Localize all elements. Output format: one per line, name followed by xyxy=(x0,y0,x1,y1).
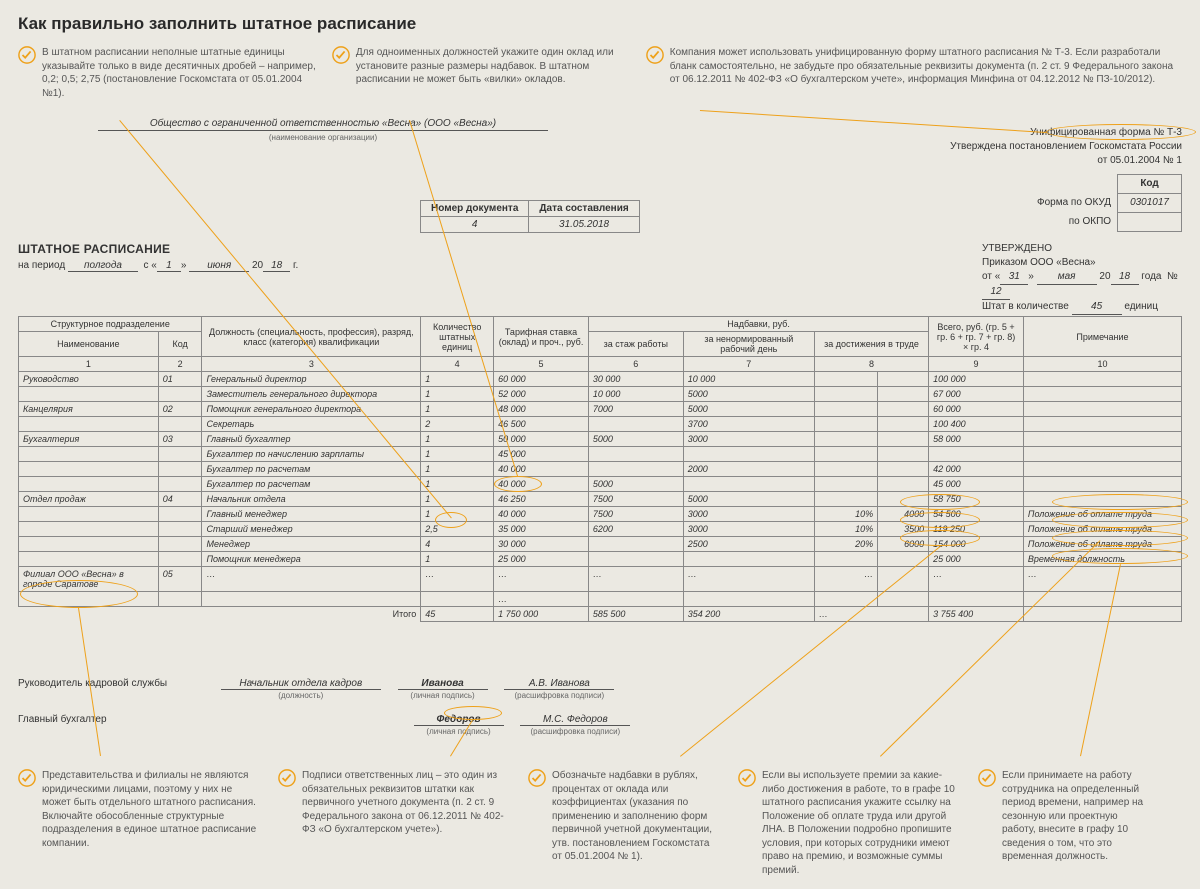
schedule-title: ШТАТНОЕ РАСПИСАНИЕ xyxy=(18,242,298,256)
th-total: Всего, руб. (гр. 5 + гр. 6 + гр. 7 + гр.… xyxy=(929,317,1024,357)
table-row: Секретарь246 5003700100 400 xyxy=(19,417,1182,432)
tip-text: В штатном расписании неполные штатные ед… xyxy=(42,46,316,100)
check-icon xyxy=(528,769,546,787)
check-icon xyxy=(738,769,756,787)
th-note: Примечание xyxy=(1023,317,1181,357)
doc-num: 4 xyxy=(421,217,529,233)
check-icon xyxy=(18,769,36,787)
check-icon xyxy=(978,769,996,787)
table-row: Бухгалтер по начислению зарплаты145 000 xyxy=(19,447,1182,462)
table-row: Главный менеджер140 0007500300010%400054… xyxy=(19,507,1182,522)
approved-by: Приказом ООО «Весна» xyxy=(982,256,1182,270)
th-dept: Структурное подразделение xyxy=(19,317,202,332)
tip-text: Представительства и филиалы не являются … xyxy=(42,769,258,877)
th-units: Количество штатных единиц xyxy=(421,317,494,357)
hr-sign: Иванова xyxy=(398,678,488,690)
doc-number-block: Номер документаДата составления 431.05.2… xyxy=(420,200,640,233)
check-icon xyxy=(278,769,296,787)
approved-date: от «31» мая 2018 года № 12 xyxy=(982,270,1182,300)
check-icon xyxy=(646,46,664,64)
th-position: Должность (специальность, профессия), ра… xyxy=(202,317,421,357)
acc-name: М.С. Федоров xyxy=(520,714,630,726)
th-dept-code: Код xyxy=(158,332,202,357)
th-dept-name: Наименование xyxy=(19,332,159,357)
th-bonus-b: за ненормированный рабочий день xyxy=(683,332,814,357)
hr-name: А.В. Иванова xyxy=(504,678,614,690)
code-hdr: Код xyxy=(1118,175,1182,194)
table-row: Бухгалтер по расчетам140 000500045 000 xyxy=(19,477,1182,492)
form-approved: Утверждена постановлением Госкомстата Ро… xyxy=(842,140,1182,154)
th-bonus-c: за достижения в труде xyxy=(814,332,928,357)
check-icon xyxy=(332,46,350,64)
table-row: Бухгалтерия03Главный бухгалтер150 000500… xyxy=(19,432,1182,447)
okpo-lbl: по ОКПО xyxy=(1025,213,1118,232)
org-name: Общество с ограниченной ответственностью… xyxy=(98,118,548,131)
table-row: Менеджер430 000250020%6000154 000Положен… xyxy=(19,537,1182,552)
okpo xyxy=(1118,213,1182,232)
doc-date: 31.05.2018 xyxy=(529,217,639,233)
doc-date-hdr: Дата составления xyxy=(529,201,639,217)
tip-text: Обозначьте надбавки в рублях, процентах … xyxy=(552,769,718,877)
okud-lbl: Форма по ОКУД xyxy=(1025,194,1118,213)
cap-name2: (расшифровка подписи) xyxy=(520,727,630,736)
tip-text: Для одноименных должностей укажите один … xyxy=(356,46,630,100)
table-row: Старший менеджер2,535 0006200300010%3500… xyxy=(19,522,1182,537)
th-bonuses: Надбавки, руб. xyxy=(588,317,928,332)
form-name: Унифицированная форма № Т-3 xyxy=(842,126,1182,140)
doc-num-hdr: Номер документа xyxy=(421,201,529,217)
tip-text: Подписи ответственных лиц – это один из … xyxy=(302,769,508,877)
cap-sign2: (личная подпись) xyxy=(414,727,504,736)
th-bonus-a: за стаж работы xyxy=(588,332,683,357)
bottom-tips: Представительства и филиалы не являются … xyxy=(18,769,1182,877)
th-salary: Тарифная ставка (оклад) и проч., руб. xyxy=(494,317,589,357)
approved-title: УТВЕРЖДЕНО xyxy=(982,242,1182,256)
schedule-period: на период полгода с «1» июня 2018 г. xyxy=(18,260,298,272)
org-caption: (наименование организации) xyxy=(98,133,548,142)
schedule-header: ШТАТНОЕ РАСПИСАНИЕ на период полгода с «… xyxy=(18,242,298,272)
staffing-table: Структурное подразделение Должность (спе… xyxy=(18,316,1182,622)
table-row: Канцелярия02Помощник генерального директ… xyxy=(19,402,1182,417)
table-row: Бухгалтер по расчетам140 000200042 000 xyxy=(19,462,1182,477)
tip-text: Компания может использовать унифицирован… xyxy=(670,46,1182,100)
table-row: … xyxy=(19,592,1182,607)
top-tips: В штатном расписании неполные штатные ед… xyxy=(18,46,1182,100)
table-row: Заместитель генерального директора152 00… xyxy=(19,387,1182,402)
check-icon xyxy=(18,46,36,64)
staff-count: Штат в количестве 45 единиц xyxy=(982,300,1182,315)
form-approved-date: от 05.01.2004 № 1 xyxy=(842,154,1182,168)
hr-pos: Начальник отдела кадров xyxy=(221,678,381,690)
page-title: Как правильно заполнить штатное расписан… xyxy=(18,14,1182,34)
table-row: Отдел продаж04Начальник отдела146 250750… xyxy=(19,492,1182,507)
right-header: Унифицированная форма № Т-3 Утверждена п… xyxy=(842,126,1182,315)
acc-sign: Федоров xyxy=(414,714,504,726)
cap-name: (расшифровка подписи) xyxy=(504,691,614,700)
signatures: Руководитель кадровой службы Начальник о… xyxy=(18,678,644,750)
cap-sign: (личная подпись) xyxy=(398,691,488,700)
cap-pos: (должность) xyxy=(221,691,381,700)
table-row: Руководство01Генеральный директор160 000… xyxy=(19,372,1182,387)
acc-lbl: Главный бухгалтер xyxy=(18,714,218,725)
tip-text: Если вы используете премии за какие-либо… xyxy=(762,769,958,877)
table-row: Филиал ООО «Весна» в городе Саратове05……… xyxy=(19,567,1182,592)
table-row: Помощник менеджера125 00025 000Временная… xyxy=(19,552,1182,567)
hr-lbl: Руководитель кадровой службы xyxy=(18,678,218,689)
table-total: Итого451 750 000585 500354 200…3 755 400 xyxy=(19,607,1182,622)
tip-text: Если принимаете на работу сотрудника на … xyxy=(1002,769,1148,877)
okud: 0301017 xyxy=(1118,194,1182,213)
